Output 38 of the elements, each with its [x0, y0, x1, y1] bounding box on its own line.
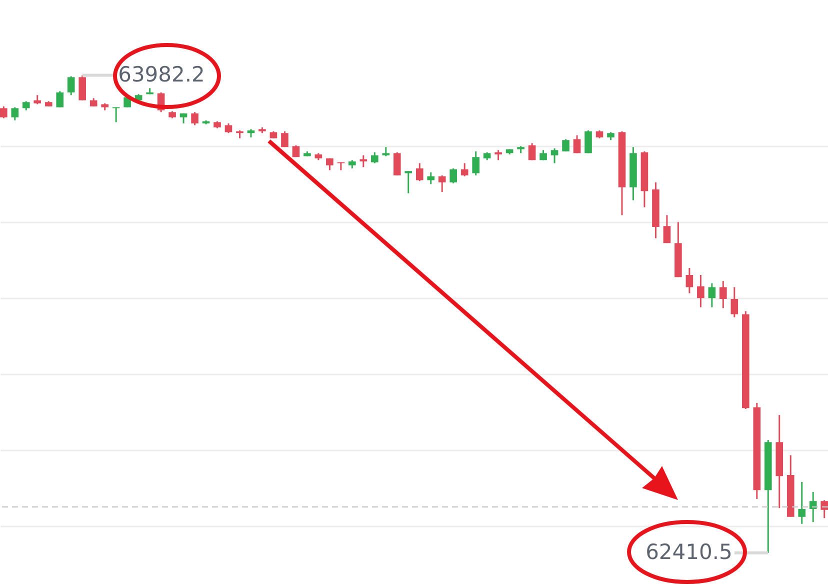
candlestick: [820, 499, 828, 519]
candlestick: [11, 106, 19, 122]
candlestick: [360, 154, 368, 168]
candlestick: [686, 267, 694, 294]
candlestick: [697, 274, 704, 308]
annotation: 63982.2: [118, 62, 205, 86]
candlestick: [22, 100, 30, 112]
candlestick: [281, 130, 288, 148]
candlestick: [56, 90, 64, 108]
candlestick: [720, 280, 727, 309]
candlestick: [438, 174, 446, 193]
candlestick: [450, 168, 457, 184]
candlestick: [393, 151, 401, 176]
candlestick: [528, 142, 536, 161]
candlestick: [191, 111, 198, 126]
candlestick: [382, 146, 390, 157]
candlestick: [573, 134, 581, 154]
candlestick: [494, 149, 502, 161]
candlestick: [708, 282, 716, 308]
candlestick: [34, 94, 42, 105]
candlestick: [584, 130, 592, 154]
candlestick: [371, 151, 378, 164]
candlestick: [0, 106, 8, 119]
candlestick: [224, 122, 232, 134]
candlestick: [663, 214, 671, 244]
candlestick: [550, 148, 558, 164]
candlestick: [809, 491, 817, 523]
candlestick: [427, 172, 435, 185]
candlestick: [78, 74, 86, 102]
candlestick: [67, 76, 75, 96]
candlestick: [404, 170, 412, 194]
candlestick: [460, 162, 468, 177]
candlestick: [416, 162, 424, 182]
candlestick: [562, 138, 570, 152]
candlestick: [472, 150, 480, 176]
candlestick: [730, 286, 738, 318]
candlestick: [798, 481, 806, 525]
annotation: 62410.5: [646, 540, 732, 564]
